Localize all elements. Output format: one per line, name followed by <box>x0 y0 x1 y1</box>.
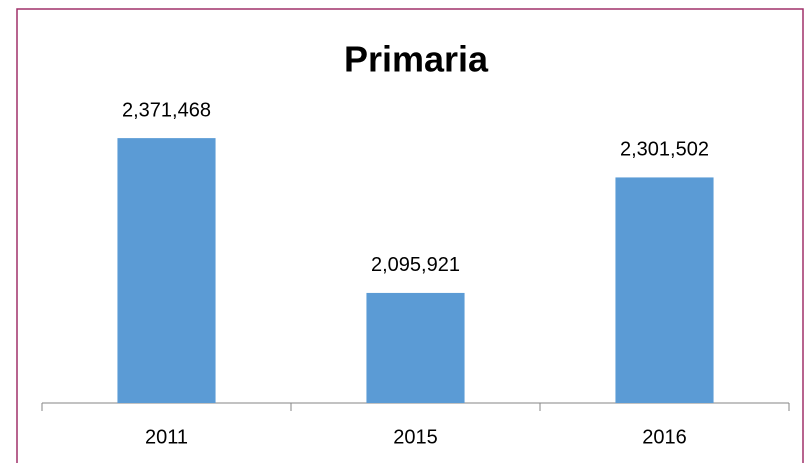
chart-title: Primaria <box>344 39 489 80</box>
data-label: 2,371,468 <box>122 99 211 121</box>
data-label: 2,095,921 <box>371 254 460 276</box>
bar <box>615 177 714 403</box>
x-tick-label: 2015 <box>393 426 438 448</box>
x-tick-label: 2011 <box>145 426 188 448</box>
chart-border <box>16 8 804 463</box>
bar <box>117 138 216 403</box>
x-tick-label: 2016 <box>642 426 687 448</box>
data-label: 2,301,502 <box>620 139 709 161</box>
bar <box>366 292 465 403</box>
